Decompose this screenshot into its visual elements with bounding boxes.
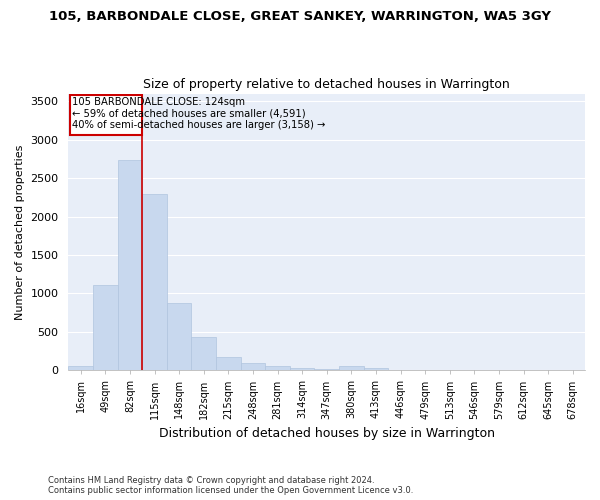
Bar <box>241 363 265 370</box>
Bar <box>290 368 314 370</box>
Bar <box>216 357 241 370</box>
Title: Size of property relative to detached houses in Warrington: Size of property relative to detached ho… <box>143 78 510 91</box>
Bar <box>142 194 167 370</box>
Bar <box>265 366 290 370</box>
X-axis label: Distribution of detached houses by size in Warrington: Distribution of detached houses by size … <box>159 427 495 440</box>
Text: Contains HM Land Registry data © Crown copyright and database right 2024.
Contai: Contains HM Land Registry data © Crown c… <box>48 476 413 495</box>
FancyBboxPatch shape <box>70 95 142 135</box>
Bar <box>339 366 364 370</box>
Bar <box>364 368 388 370</box>
Bar <box>68 366 93 370</box>
Text: 105 BARBONDALE CLOSE: 124sqm
← 59% of detached houses are smaller (4,591)
40% of: 105 BARBONDALE CLOSE: 124sqm ← 59% of de… <box>72 96 325 130</box>
Bar <box>191 337 216 370</box>
Bar <box>167 304 191 370</box>
Y-axis label: Number of detached properties: Number of detached properties <box>15 144 25 320</box>
Text: 105, BARBONDALE CLOSE, GREAT SANKEY, WARRINGTON, WA5 3GY: 105, BARBONDALE CLOSE, GREAT SANKEY, WAR… <box>49 10 551 23</box>
Bar <box>93 285 118 370</box>
Bar <box>314 369 339 370</box>
Bar <box>118 160 142 370</box>
